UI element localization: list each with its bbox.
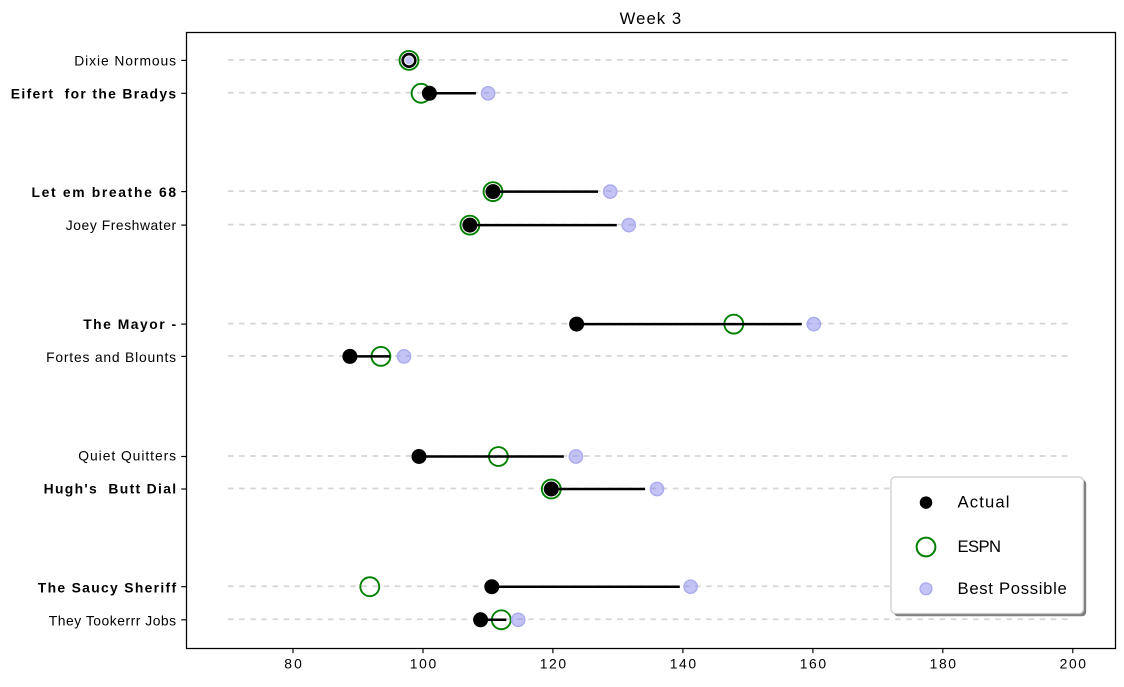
svg-text:ESPN: ESPN [958, 537, 1002, 556]
svg-text:The Saucy Sheriff: The Saucy Sheriff [38, 579, 177, 595]
svg-text:Joey Freshwater: Joey Freshwater [66, 217, 177, 233]
svg-text:80: 80 [284, 656, 302, 672]
svg-text:Eifert for the Bradys: Eifert for the Bradys [11, 85, 177, 101]
svg-text:120: 120 [540, 656, 567, 672]
svg-text:Hugh's Butt Dial: Hugh's Butt Dial [44, 481, 177, 497]
svg-text:100: 100 [410, 656, 437, 672]
svg-text:Let em breathe 68: Let em breathe 68 [32, 184, 177, 200]
svg-text:180: 180 [930, 656, 957, 672]
svg-text:140: 140 [670, 656, 697, 672]
svg-text:Fortes and Blounts: Fortes and Blounts [46, 349, 176, 365]
svg-text:Week 3: Week 3 [620, 9, 682, 28]
svg-text:Best Possible: Best Possible [958, 579, 1067, 598]
svg-text:Dixie Normous: Dixie Normous [74, 53, 176, 69]
svg-text:200: 200 [1060, 656, 1087, 672]
svg-text:160: 160 [800, 656, 827, 672]
svg-text:They Tookerrr Jobs: They Tookerrr Jobs [49, 612, 176, 628]
svg-text:Actual: Actual [958, 493, 1010, 512]
svg-text:The Mayor -: The Mayor - [83, 316, 176, 332]
svg-text:Quiet Quitters: Quiet Quitters [78, 448, 176, 464]
